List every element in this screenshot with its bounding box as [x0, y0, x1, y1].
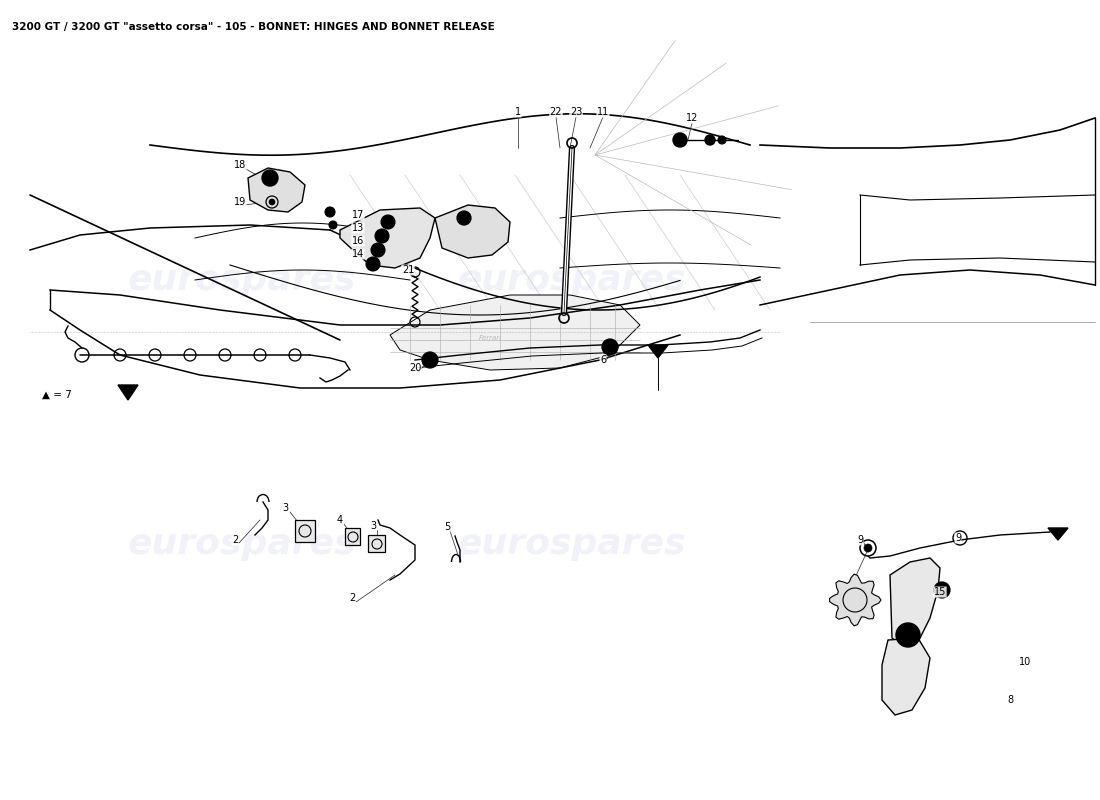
Text: eurospares: eurospares: [458, 527, 686, 561]
Circle shape: [324, 207, 336, 217]
Circle shape: [366, 257, 379, 271]
Text: 2: 2: [349, 593, 355, 603]
Circle shape: [938, 586, 946, 594]
Polygon shape: [390, 295, 640, 370]
Circle shape: [266, 174, 274, 182]
Circle shape: [456, 211, 471, 225]
Circle shape: [602, 339, 618, 355]
Circle shape: [673, 133, 688, 147]
Circle shape: [896, 623, 920, 647]
Text: 1: 1: [515, 107, 521, 117]
Text: 3: 3: [370, 521, 376, 531]
Text: 14: 14: [352, 249, 364, 259]
Text: 22: 22: [550, 107, 562, 117]
Polygon shape: [345, 528, 360, 545]
Text: 4: 4: [337, 515, 343, 525]
Circle shape: [262, 170, 278, 186]
Text: 5: 5: [444, 522, 450, 532]
Text: 2: 2: [232, 535, 238, 545]
Text: 9: 9: [955, 533, 961, 543]
Circle shape: [461, 215, 468, 221]
Polygon shape: [829, 574, 881, 626]
Text: 20: 20: [409, 363, 421, 373]
Circle shape: [368, 260, 377, 268]
Text: 15: 15: [934, 587, 946, 597]
Text: 13: 13: [352, 223, 364, 233]
Text: 3: 3: [282, 503, 288, 513]
Polygon shape: [368, 535, 385, 552]
Text: 17: 17: [352, 210, 364, 220]
Circle shape: [705, 135, 715, 145]
Circle shape: [718, 136, 726, 144]
Polygon shape: [1048, 528, 1068, 540]
Circle shape: [422, 352, 438, 368]
Text: ▲ = 7: ▲ = 7: [42, 390, 72, 400]
Text: Ferrari: Ferrari: [478, 335, 502, 341]
Polygon shape: [248, 168, 305, 212]
Text: 21: 21: [402, 265, 415, 275]
Circle shape: [329, 221, 337, 229]
Polygon shape: [648, 345, 668, 358]
Text: 9: 9: [857, 535, 864, 545]
Polygon shape: [118, 385, 138, 400]
Text: eurospares: eurospares: [128, 263, 356, 297]
Circle shape: [378, 232, 386, 240]
Text: 6: 6: [600, 355, 606, 365]
Text: eurospares: eurospares: [458, 263, 686, 297]
Polygon shape: [434, 205, 510, 258]
Text: 3200 GT / 3200 GT "assetto corsa" - 105 - BONNET: HINGES AND BONNET RELEASE: 3200 GT / 3200 GT "assetto corsa" - 105 …: [12, 22, 495, 32]
Polygon shape: [340, 208, 434, 268]
Polygon shape: [890, 558, 940, 648]
Circle shape: [375, 229, 389, 243]
Text: 12: 12: [685, 113, 698, 123]
Circle shape: [384, 218, 392, 226]
Text: 11: 11: [597, 107, 609, 117]
Circle shape: [902, 629, 914, 641]
Circle shape: [934, 582, 950, 598]
Circle shape: [371, 243, 385, 257]
Text: 18: 18: [234, 160, 246, 170]
Circle shape: [270, 199, 275, 205]
Circle shape: [426, 356, 434, 364]
Circle shape: [864, 544, 872, 552]
Text: eurospares: eurospares: [128, 527, 356, 561]
Polygon shape: [295, 520, 315, 542]
Text: 10: 10: [1019, 657, 1031, 667]
Polygon shape: [882, 638, 930, 715]
Circle shape: [381, 215, 395, 229]
Text: 8: 8: [1006, 695, 1013, 705]
Text: 23: 23: [570, 107, 582, 117]
Circle shape: [374, 246, 382, 254]
Text: 16: 16: [352, 236, 364, 246]
Text: 19: 19: [234, 197, 246, 207]
